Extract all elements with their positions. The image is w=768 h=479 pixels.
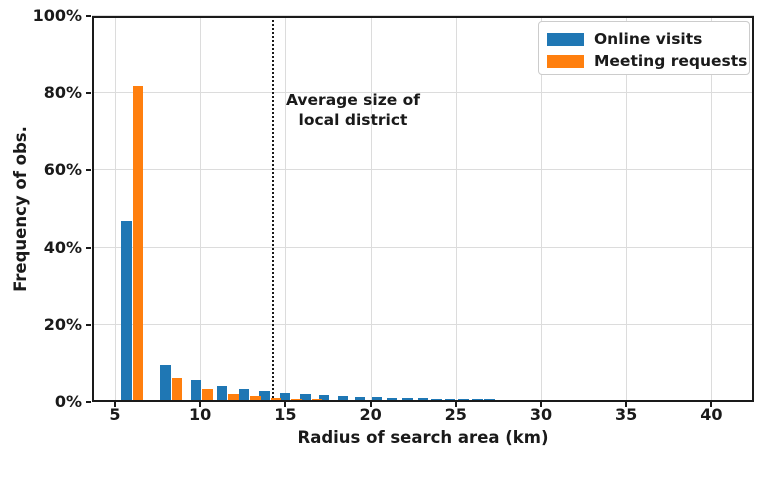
online-visits-swatch: [547, 32, 584, 46]
bar-meeting-requests: [366, 400, 377, 402]
annotation-line-2: local district: [298, 111, 408, 129]
x-tick-mark: [199, 402, 202, 407]
bar-online-visits: [354, 396, 365, 402]
y-grid-line: [92, 323, 754, 325]
bar-meeting-requests: [291, 398, 302, 402]
y-grid-line: [92, 246, 754, 248]
bar-online-visits: [564, 400, 575, 402]
x-grid-line: [455, 16, 457, 402]
bar-meeting-requests: [442, 400, 454, 402]
bar-meeting-requests: [383, 400, 394, 402]
x-tick-mark: [454, 402, 457, 407]
x-tick-mark: [540, 402, 542, 407]
bar-meeting-requests: [469, 400, 481, 402]
x-grid-line: [115, 16, 116, 402]
x-tick-mark: [625, 402, 628, 407]
bar-meeting-requests: [228, 394, 239, 402]
x-tick-label: 40: [700, 405, 723, 424]
x-tick-label: 15: [274, 405, 297, 424]
bar-meeting-requests: [456, 400, 467, 402]
plot-area: Average size of local district Online vi…: [92, 15, 754, 402]
y-tick-label: 0%: [54, 392, 82, 411]
bar-online-visits: [700, 400, 711, 402]
x-grid-line: [541, 16, 542, 402]
y-tick-label: 40%: [43, 237, 82, 257]
bar-meeting-requests: [507, 400, 518, 402]
bar-online-visits: [594, 400, 606, 402]
bar-online-visits: [553, 400, 565, 402]
x-tick-label: 20: [359, 405, 382, 424]
bar-meeting-requests: [543, 400, 554, 402]
y-grid-line: [92, 169, 754, 171]
average-district-size-line: [271, 16, 274, 402]
bar-meeting-requests: [171, 378, 183, 402]
legend-item-meeting-requests: Meeting requests: [547, 51, 749, 71]
meeting-requests-swatch: [547, 54, 584, 68]
x-grid-line: [711, 16, 713, 402]
y-grid-line: [92, 92, 754, 94]
x-grid-line: [370, 16, 372, 402]
x-grid-line: [200, 16, 202, 402]
bar-meeting-requests: [398, 400, 409, 402]
bar-meeting-requests: [311, 399, 322, 402]
bar-online-visits: [337, 396, 348, 402]
annotation-line-1: Average size of: [285, 91, 421, 109]
y-tick-label: 100%: [32, 6, 82, 25]
x-tick-mark: [369, 402, 372, 407]
y-tick-mark: [86, 401, 91, 403]
y-tick-mark: [86, 323, 91, 326]
legend-item-online-visits: Online visits: [547, 29, 749, 49]
bar-meeting-requests: [250, 396, 261, 402]
y-tick-mark: [86, 92, 91, 95]
bar-online-visits: [216, 385, 227, 402]
y-tick-label: 80%: [43, 83, 82, 103]
bar-meeting-requests: [495, 400, 506, 402]
bar-online-visits: [238, 388, 250, 402]
bar-online-visits: [371, 397, 382, 402]
bar-online-visits: [190, 379, 202, 402]
bar-online-visits: [318, 395, 330, 402]
bar-online-visits: [584, 400, 595, 402]
bar-meeting-requests: [531, 400, 542, 402]
bar-online-visits: [279, 392, 290, 402]
bar-online-visits: [605, 400, 616, 402]
bar-online-visits: [259, 390, 270, 402]
x-tick-label: 30: [529, 405, 553, 424]
y-axis-title: Frequency of obs.: [11, 126, 30, 292]
bar-meeting-requests: [349, 400, 360, 402]
x-tick-mark: [114, 402, 116, 407]
legend-label-online-visits: Online visits: [594, 30, 703, 48]
x-tick-mark: [284, 402, 287, 407]
bar-meeting-requests: [330, 399, 341, 402]
x-axis-title: Radius of search area (km): [297, 428, 549, 447]
legend-label-meeting-requests: Meeting requests: [594, 52, 748, 70]
x-grid-line: [626, 16, 628, 402]
x-tick-mark: [710, 402, 713, 407]
bar-online-visits: [574, 400, 585, 402]
bar-online-visits: [300, 394, 311, 402]
y-tick-label: 60%: [43, 160, 82, 180]
y-tick-mark: [86, 169, 91, 172]
x-tick-label: 25: [444, 405, 467, 424]
x-tick-label: 10: [189, 405, 212, 424]
bar-meeting-requests: [413, 400, 425, 402]
y-grid-line: [92, 15, 754, 16]
x-tick-label: 35: [615, 405, 638, 424]
legend: Online visits Meeting requests: [538, 21, 750, 75]
y-tick-mark: [86, 15, 91, 17]
bar-meeting-requests: [483, 400, 495, 402]
bar-online-visits: [386, 397, 398, 402]
bar-meeting-requests: [519, 400, 530, 402]
x-tick-label: 5: [109, 405, 121, 424]
bar-meeting-requests: [132, 85, 143, 402]
bar-online-visits: [121, 220, 132, 402]
x-grid-line: [285, 16, 287, 402]
bar-meeting-requests: [429, 400, 440, 402]
vline-annotation: Average size of local district: [278, 90, 428, 130]
bar-online-visits: [160, 364, 171, 402]
y-tick-mark: [86, 246, 91, 249]
bar-meeting-requests: [202, 389, 213, 402]
y-tick-label: 20%: [43, 314, 82, 334]
